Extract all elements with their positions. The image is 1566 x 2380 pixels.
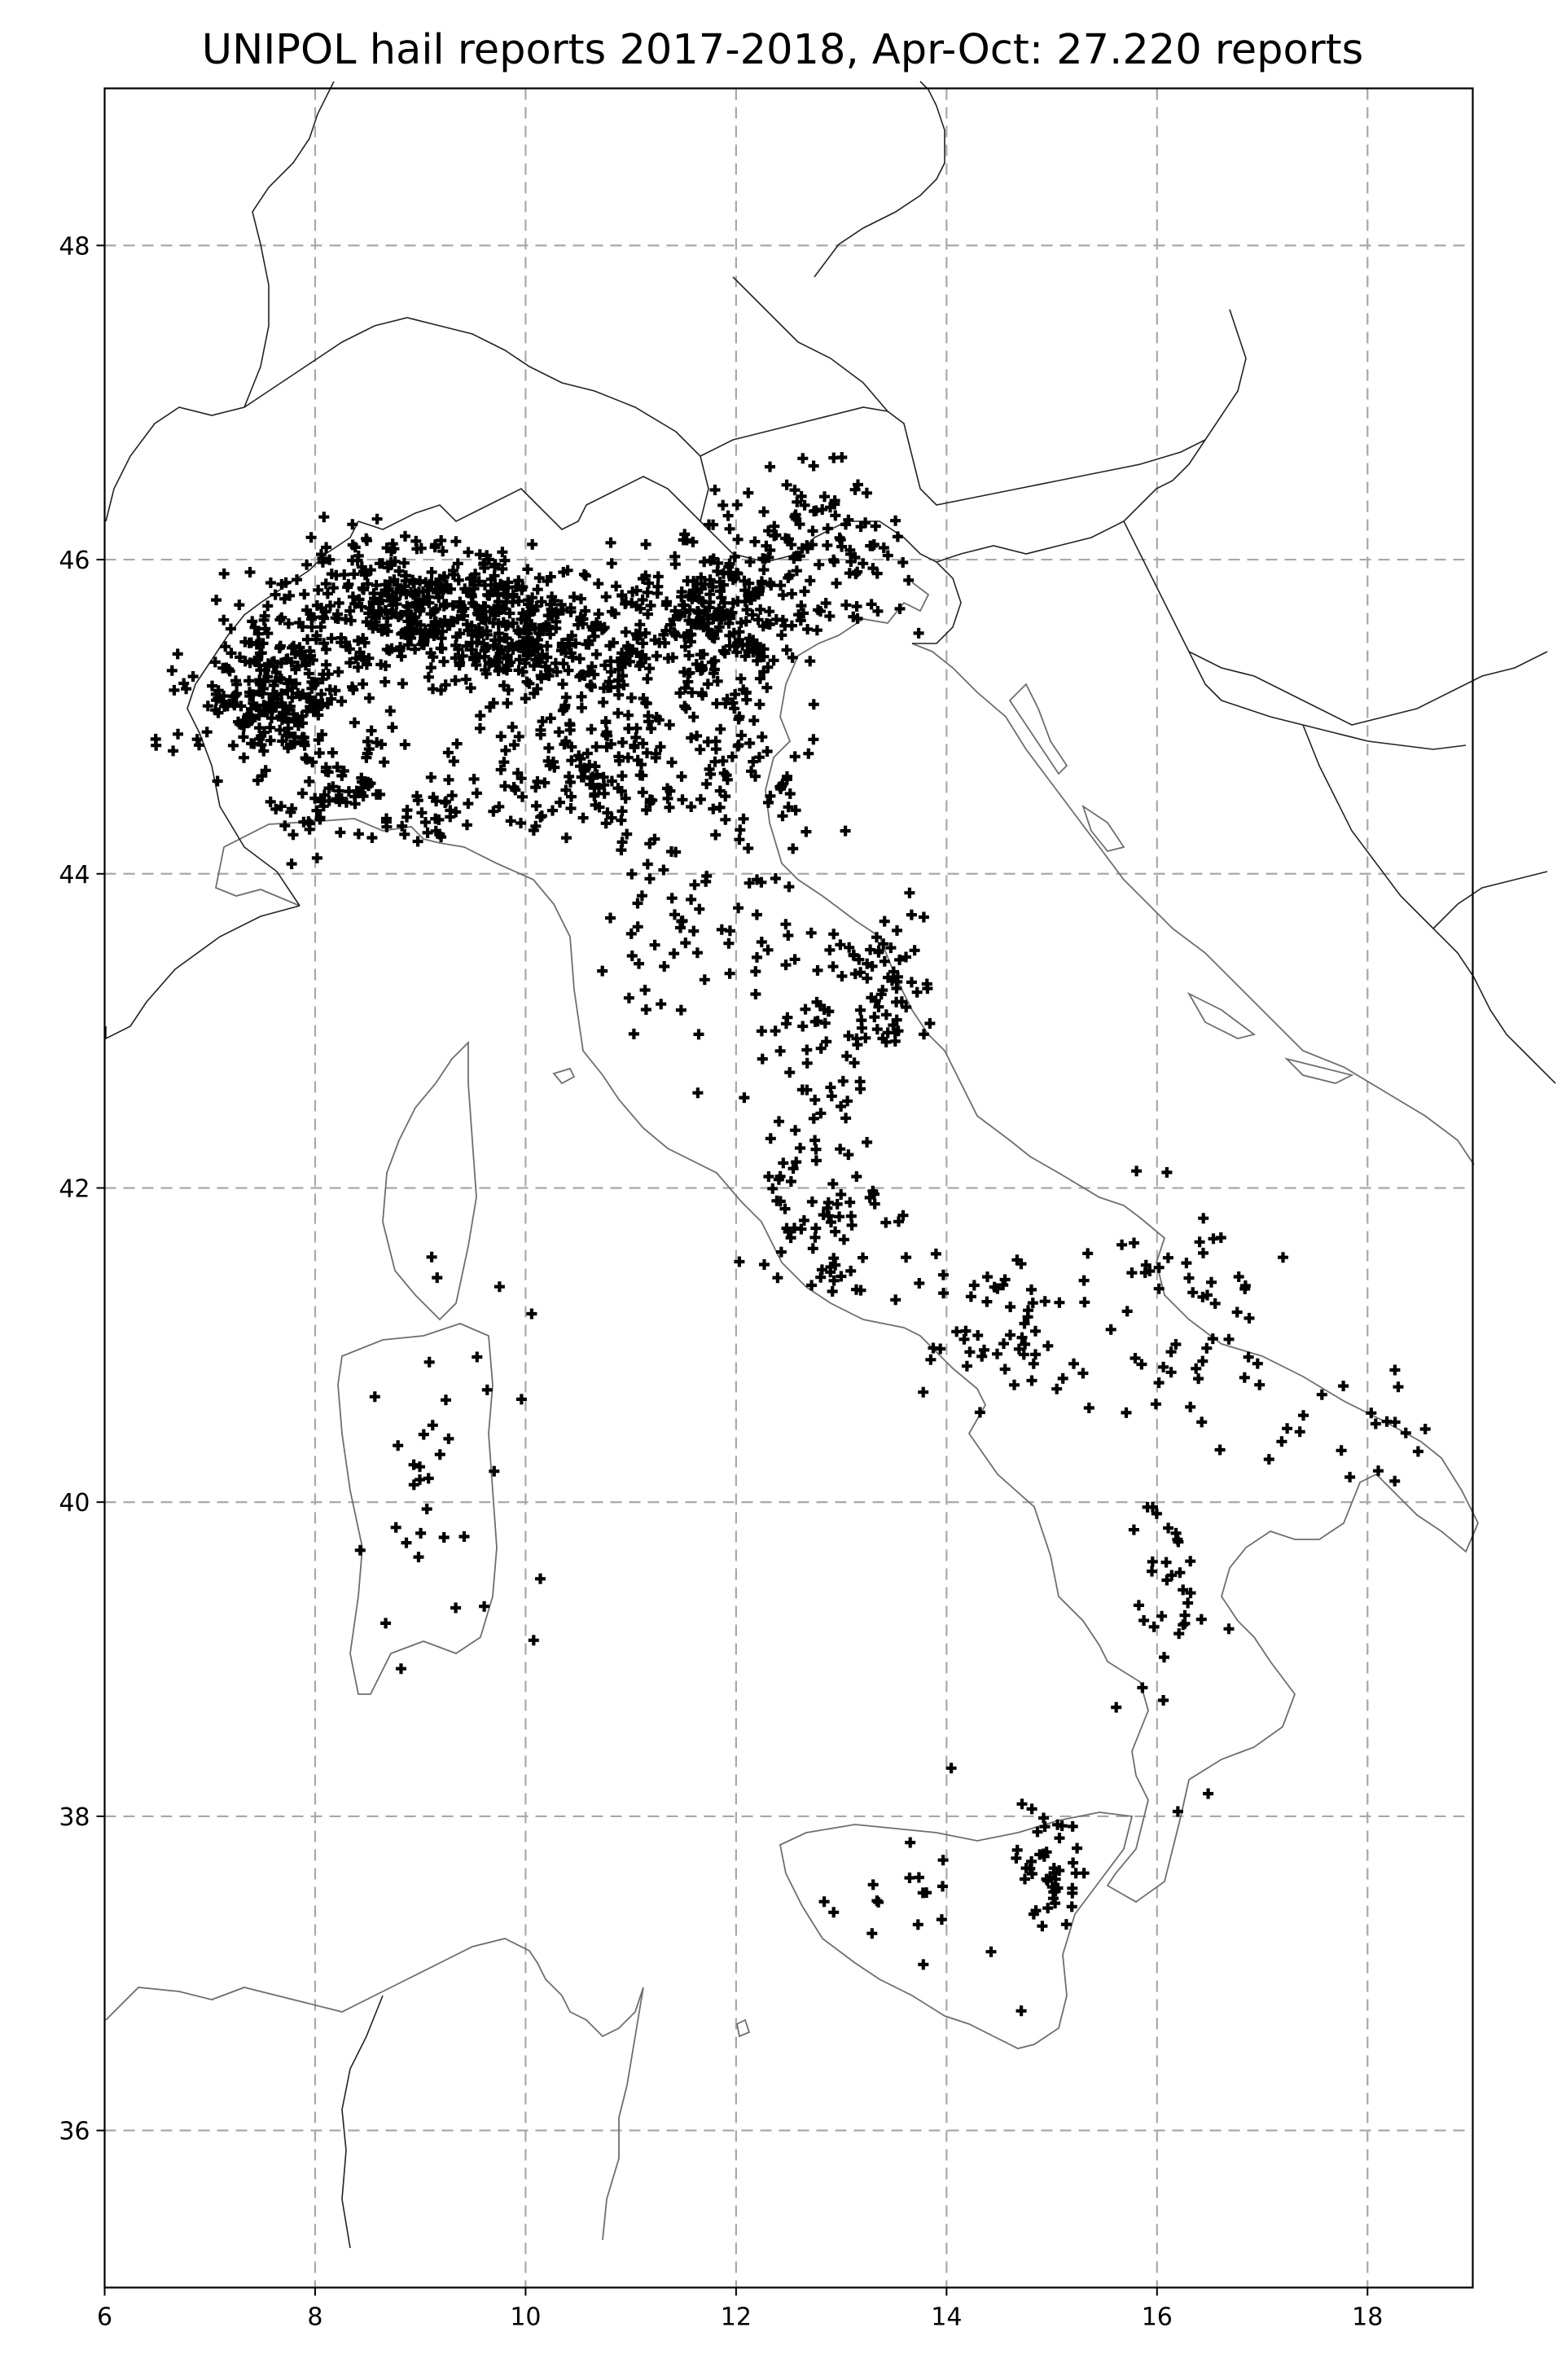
y-tick-label: 38 bbox=[59, 1803, 90, 1832]
grid-lines bbox=[104, 88, 1473, 2288]
x-tick-label: 18 bbox=[1352, 2303, 1383, 2332]
italy-coastline bbox=[214, 582, 1479, 1904]
border-algeria-tunisia bbox=[341, 1995, 384, 2249]
hail-report-cluster bbox=[353, 774, 472, 847]
y-tick-label: 40 bbox=[59, 1489, 90, 1517]
sicily-coastline bbox=[779, 1811, 1134, 2049]
hail-report-cluster bbox=[611, 461, 863, 735]
x-tick-label: 6 bbox=[97, 2303, 112, 2332]
hail-report-cluster bbox=[675, 874, 904, 1254]
border-switzerland bbox=[105, 317, 709, 530]
y-tick-label: 44 bbox=[59, 861, 90, 889]
hail-report-cluster bbox=[1057, 1166, 1288, 1428]
chart-title: UNIPOL hail reports 2017-2018, Apr-Oct: … bbox=[202, 26, 1363, 74]
hail-report-cluster bbox=[666, 697, 851, 963]
hail-report-cluster bbox=[1263, 1364, 1431, 1486]
hail-report-cluster bbox=[1016, 1798, 1090, 1930]
y-tick-label: 42 bbox=[59, 1175, 90, 1204]
egadi-island bbox=[735, 2018, 751, 2038]
hail-report-cluster bbox=[890, 1248, 1151, 1418]
x-tick-label: 8 bbox=[307, 2303, 322, 2332]
border-slovenia-croatia bbox=[936, 439, 1467, 750]
hail-reports bbox=[150, 452, 1431, 2017]
border-germany bbox=[243, 81, 945, 408]
elba-island bbox=[552, 1067, 576, 1085]
hail-report-cluster bbox=[362, 657, 792, 856]
croatia-coastline bbox=[911, 643, 1475, 1166]
y-tick-label: 36 bbox=[59, 2118, 90, 2146]
hail-report-cluster bbox=[367, 536, 651, 742]
hail-report-cluster bbox=[812, 887, 936, 1069]
hail-report-cluster bbox=[1111, 1444, 1235, 1817]
corsica-coastline bbox=[382, 1040, 477, 1321]
coastlines bbox=[105, 582, 1479, 2241]
croatia-islands bbox=[1008, 683, 1354, 1084]
sardinia-coastline bbox=[337, 1323, 498, 1695]
y-tick-label: 46 bbox=[59, 547, 90, 575]
y-tick-label: 48 bbox=[59, 232, 90, 261]
x-tick-label: 12 bbox=[721, 2303, 752, 2332]
x-tick-label: 14 bbox=[931, 2303, 962, 2332]
hail-report-cluster bbox=[818, 1763, 1078, 2017]
axes: 6 8 10 12 14 16 18 36 38 40 42 44 46 48 bbox=[59, 232, 1383, 2331]
hail-report-cluster bbox=[734, 1144, 912, 1297]
hail-report-cluster bbox=[743, 452, 924, 639]
hail-report-cluster bbox=[252, 688, 436, 870]
hail-report-cluster bbox=[354, 1251, 546, 1675]
border-austria bbox=[700, 276, 1247, 644]
border-balkans bbox=[1188, 651, 1556, 1084]
x-tick-label: 10 bbox=[510, 2303, 541, 2332]
africa-coastline bbox=[105, 1938, 644, 2241]
x-tick-label: 16 bbox=[1142, 2303, 1173, 2332]
country-borders bbox=[105, 81, 1556, 2249]
hail-report-cluster bbox=[597, 794, 762, 1039]
border-france-italy bbox=[105, 520, 359, 1040]
